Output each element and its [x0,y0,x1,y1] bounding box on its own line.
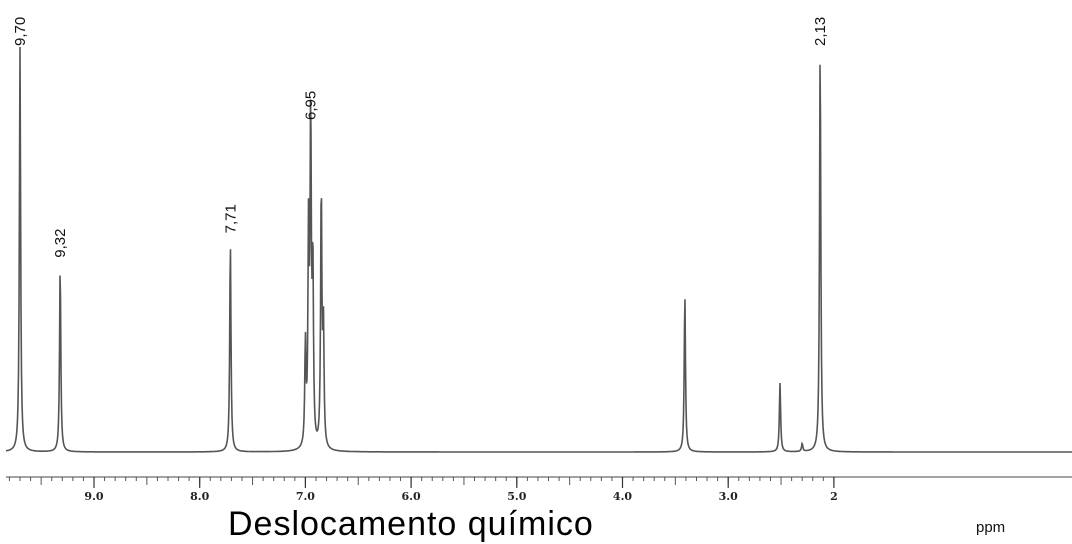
tick-label: 2 [830,490,838,503]
x-axis-label: Deslocamento químico [228,505,594,543]
peak-label: 9,32 [52,228,69,257]
peak-label: 6,95 [303,91,320,120]
tick-label: 8.0 [190,490,209,503]
x-axis-major-ticks: 9.0 8.0 7.0 6.0 5.0 4.0 3.0 2 [84,477,838,503]
peak-label: 2,13 [812,17,829,46]
tick-label: 4.0 [613,490,632,503]
peak-label: 7,71 [222,204,239,233]
x-axis-unit: ppm [976,519,1006,536]
spectrum-trace [5,46,1072,453]
tick-label: 5.0 [507,490,526,503]
tick-label: 6.0 [402,490,421,503]
x-axis-minor-ticks [8,477,835,485]
tick-label: 7.0 [296,490,315,503]
peak-label: 9,70 [12,17,29,46]
tick-label: 9.0 [84,490,103,503]
tick-label: 3.0 [719,490,738,503]
peak-labels: 9,70 9,32 7,71 6,95 2,13 [12,17,829,258]
